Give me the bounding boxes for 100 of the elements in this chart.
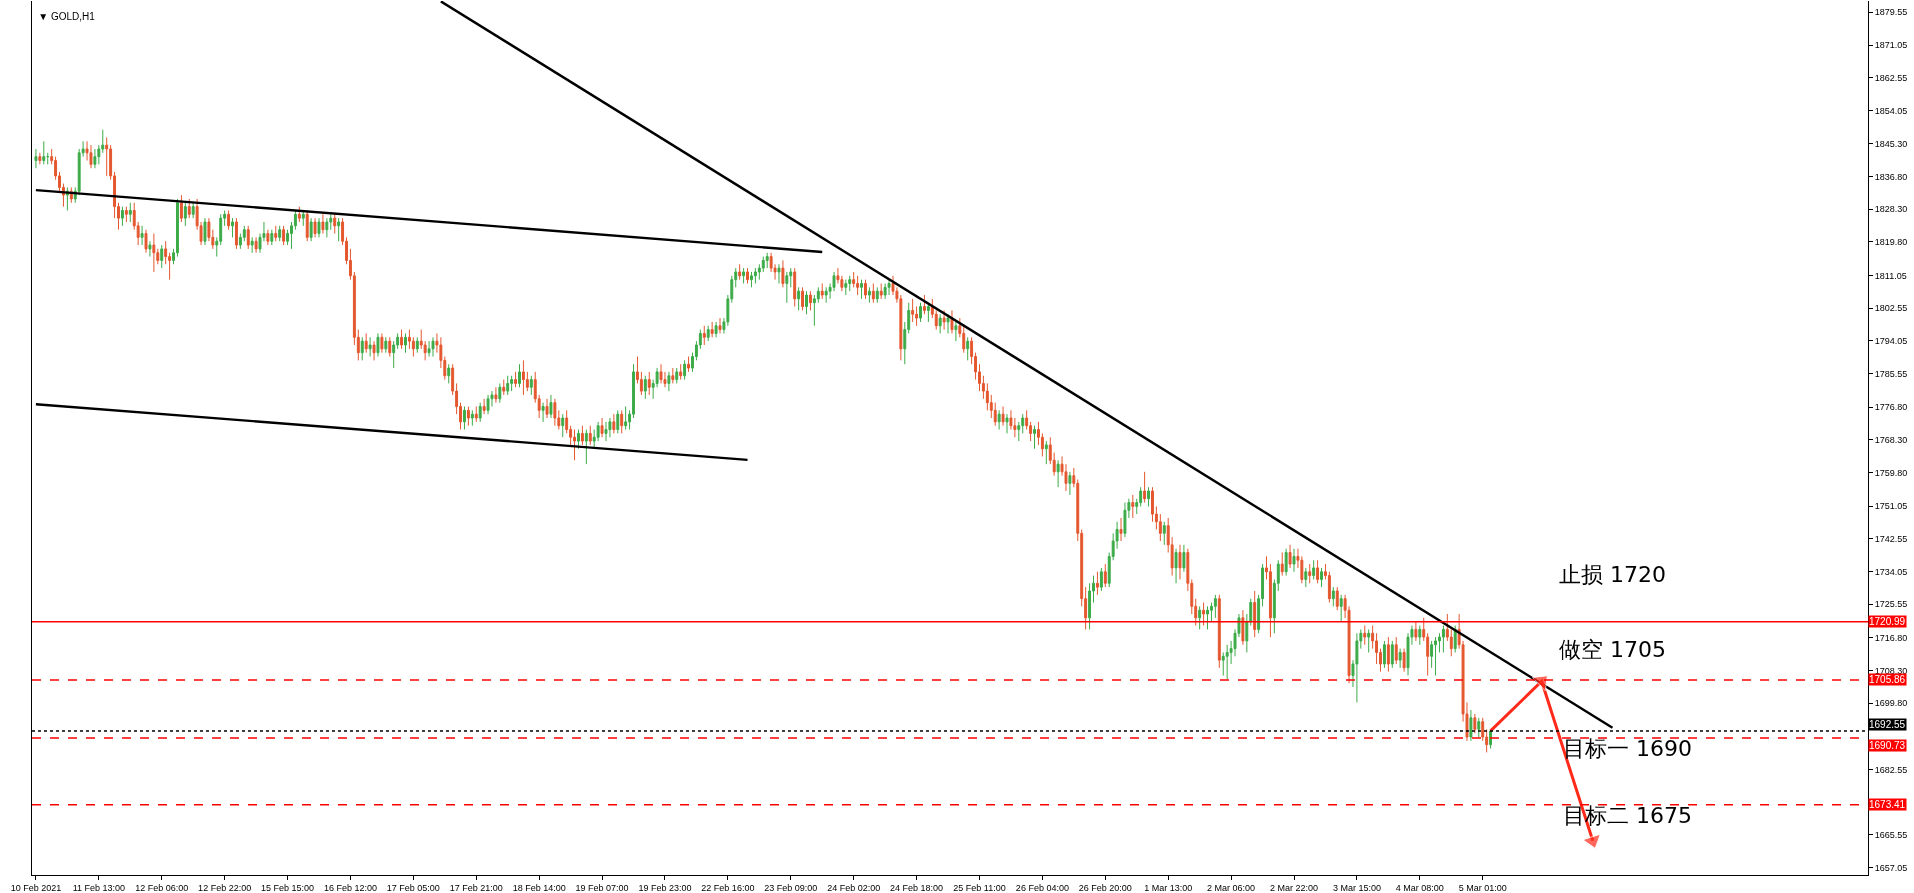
candlestick — [887, 279, 891, 296]
x-tick-label: 1 Mar 13:00 — [1144, 882, 1193, 893]
candlestick — [93, 148, 97, 169]
candlestick — [494, 386, 498, 404]
candlestick — [1178, 544, 1182, 580]
candlestick — [620, 409, 624, 434]
x-tick-label: 10 Feb 2021 — [10, 882, 62, 893]
x-tick-label: 23 Feb 09:00 — [764, 882, 818, 893]
candlestick — [144, 229, 148, 254]
candlestick — [368, 336, 372, 358]
candlestick — [1355, 632, 1359, 703]
candlestick — [1103, 563, 1107, 588]
candlestick — [34, 148, 38, 169]
candlestick — [478, 402, 482, 423]
candlestick — [844, 279, 848, 296]
x-tick-label: 15 Feb 15:00 — [261, 882, 315, 893]
candlestick — [997, 409, 1001, 431]
candlestick — [643, 375, 647, 400]
candlestick — [364, 332, 368, 354]
candlestick — [1414, 621, 1418, 642]
candlestick — [128, 202, 132, 223]
x-tick-label: 11 Feb 13:00 — [72, 882, 126, 893]
candlestick — [667, 371, 671, 392]
ref-line-label: 1673.41 — [1869, 799, 1906, 810]
candlestick — [954, 321, 958, 342]
candlestick — [946, 313, 950, 334]
candlestick — [231, 217, 234, 238]
ref-line-label: 1692.55 — [1869, 719, 1906, 730]
ref-line-label: 1690.73 — [1869, 740, 1906, 751]
y-tick-label: 1699.80 — [1874, 698, 1908, 709]
candlestick — [270, 229, 274, 246]
x-tick-label: 3 Mar 15:00 — [1332, 882, 1381, 893]
candlestick — [1434, 636, 1437, 677]
candlestick — [785, 271, 789, 304]
candlestick — [1253, 590, 1257, 638]
candlestick — [1162, 521, 1166, 546]
candlestick — [388, 336, 392, 358]
y-tick-label: 1819.80 — [1874, 237, 1908, 248]
candlestick — [687, 356, 691, 373]
x-tick-label: 25 Feb 11:00 — [953, 882, 1006, 893]
candlestick — [301, 209, 305, 227]
x-tick-label: 18 Feb 14:00 — [512, 882, 566, 893]
candlestick — [510, 375, 514, 392]
candlestick — [793, 267, 797, 308]
y-tick-label: 1802.55 — [1874, 303, 1908, 314]
candlestick — [400, 329, 404, 350]
candlestick — [824, 286, 828, 304]
candlestick — [1284, 548, 1288, 577]
candlestick — [659, 363, 663, 384]
y-tick-label: 1682.55 — [1874, 764, 1908, 775]
y-tick-label: 1871.05 — [1874, 40, 1908, 51]
y-tick-label: 1862.55 — [1874, 72, 1908, 83]
candlestick — [321, 213, 325, 235]
candlestick — [753, 267, 757, 284]
candlestick — [1068, 471, 1072, 496]
candlestick — [848, 275, 852, 292]
candlestick — [738, 263, 742, 281]
candlestick — [742, 267, 746, 284]
candlestick — [604, 421, 608, 442]
candlestick — [624, 405, 628, 431]
candlestick — [750, 271, 753, 288]
candlestick — [1005, 413, 1009, 434]
candlestick — [89, 144, 93, 169]
candlestick — [250, 236, 254, 254]
candlestick — [140, 225, 144, 246]
candlestick — [1119, 517, 1123, 542]
x-tick-label: 12 Feb 22:00 — [198, 882, 252, 893]
candlestick — [1217, 594, 1221, 669]
y-tick-label: 1665.55 — [1874, 829, 1908, 840]
candlestick — [120, 206, 124, 227]
candlestick — [254, 236, 258, 254]
y-tick-label: 1734.05 — [1874, 566, 1908, 577]
x-tick-label: 24 Feb 02:00 — [827, 882, 881, 893]
candlestick — [926, 302, 930, 323]
candlestick — [506, 375, 510, 396]
candlestick — [675, 367, 679, 384]
candlestick — [714, 321, 718, 338]
candlestick — [1335, 586, 1339, 611]
y-tick-label: 1828.30 — [1874, 204, 1908, 215]
text: ▼ GOLD,H1 — [38, 11, 96, 23]
y-tick-label: 1768.30 — [1874, 435, 1908, 446]
candlestick — [1174, 548, 1178, 584]
candlestick — [1363, 625, 1367, 646]
y-tick-label: 1785.55 — [1874, 368, 1908, 379]
candlestick — [1044, 440, 1048, 465]
candlestick — [384, 336, 388, 354]
candlestick — [282, 225, 286, 246]
candlestick — [1394, 636, 1398, 665]
candlestick — [612, 413, 616, 434]
candlestick — [498, 382, 502, 404]
candlestick — [801, 286, 805, 311]
candlestick — [42, 140, 46, 165]
candlestick — [671, 367, 675, 384]
candlestick — [246, 225, 250, 250]
candlestick — [883, 282, 887, 300]
candlestick — [553, 398, 557, 427]
annotation: 做空 1705 — [1559, 637, 1666, 662]
candlestick — [1312, 559, 1316, 580]
y-tick-label: 1751.05 — [1874, 501, 1908, 512]
candlestick — [313, 217, 317, 238]
